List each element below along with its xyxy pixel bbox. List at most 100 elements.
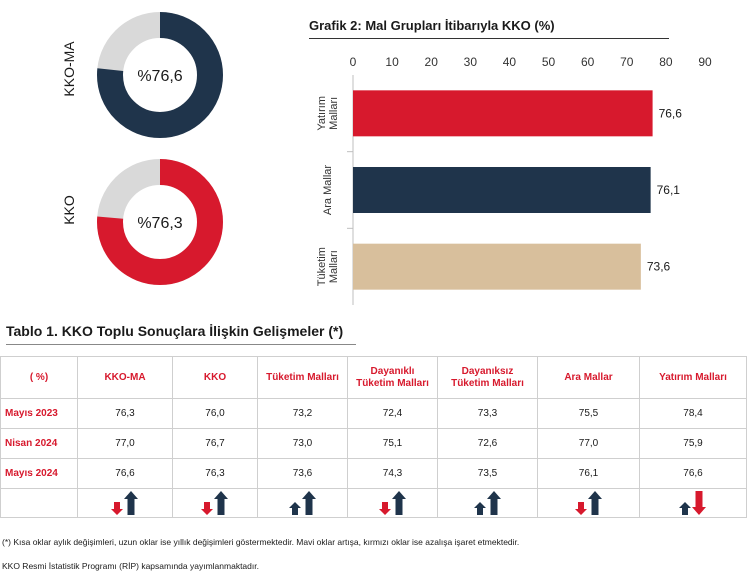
header-yatirim-mallari: Yatırım Malları (639, 356, 747, 399)
category-label-line: Ara Mallar (322, 165, 334, 215)
footnote-arrows: (*) Kısa oklar aylık değişimleri, uzun o… (2, 537, 520, 547)
category-label-line: Tüketim (316, 247, 328, 286)
donut-kko-ma: KKO-MA %76,6 (61, 12, 223, 138)
row-label: Mayıs 2023 (0, 398, 78, 429)
table-cell: 73,3 (437, 398, 538, 429)
row-label: Mayıs 2024 (0, 458, 78, 489)
table-cell: 76,6 (77, 458, 173, 489)
donut-kko: KKO %76,3 (61, 159, 223, 285)
monthly-arrow-down-icon (574, 502, 587, 515)
category-label: Yatırım Malları (316, 96, 340, 131)
x-tick-label: 30 (464, 55, 478, 69)
change-arrows (77, 488, 173, 518)
table-cell: 73,0 (257, 428, 348, 459)
x-tick-label: 50 (542, 55, 556, 69)
yearly-arrow-up-icon (301, 491, 316, 515)
table-cell: 73,5 (437, 458, 538, 489)
bar-value-label: 76,1 (657, 183, 681, 197)
table-cell: 76,3 (77, 398, 173, 429)
table-title-rule (6, 344, 356, 345)
row-label: Nisan 2024 (0, 428, 78, 459)
donut-center-kko-ma: %76,6 (137, 68, 182, 85)
monthly-arrow-down-icon (111, 502, 123, 515)
table-cell: 76,0 (172, 398, 258, 429)
table-cell: 78,4 (639, 398, 747, 429)
donut-arc-kko (97, 159, 223, 285)
table-cell: 77,0 (77, 428, 173, 459)
header-dayaniksiz-tuketim-mallari: Dayanıksız Tüketim Malları (437, 356, 538, 399)
bar (353, 243, 641, 290)
table-cell: 73,2 (257, 398, 348, 429)
header-tuketim-mallari: Tüketim Malları (257, 356, 348, 399)
table-row: Mayıs 2023 76,3 76,0 73,2 72,4 73,3 75,5… (0, 398, 747, 429)
x-tick-label: 90 (698, 55, 712, 69)
bar-chart-title-rule (309, 38, 669, 39)
header-dayanikli-tuketim-mallari: Dayanıklı Tüketim Malları (347, 356, 438, 399)
table-row: Nisan 2024 77,0 76,7 73,0 75,1 72,6 77,0… (0, 428, 747, 459)
header-kko: KKO (172, 356, 258, 399)
x-tick-label: 40 (503, 55, 517, 69)
table-cell: 76,7 (172, 428, 258, 459)
header-kko-ma: KKO-MA (77, 356, 173, 399)
donut-charts: KKO-MA %76,6 KKO %76,3 (61, 12, 223, 285)
table-cell: 72,6 (437, 428, 538, 459)
x-tick-label: 10 (385, 55, 399, 69)
results-table: ( %) KKO-MA KKO Tüketim Malları Dayanıkl… (0, 356, 747, 518)
footnote-program: KKO Resmi İstatistik Programı (RİP) kaps… (2, 561, 259, 571)
x-tick-label: 20 (425, 55, 439, 69)
table-title: Tablo 1. KKO Toplu Sonuçlara İlişkin Gel… (6, 323, 344, 339)
table-row: Mayıs 2024 76,6 76,3 73,6 74,3 73,5 76,1… (0, 458, 747, 489)
table-cell: 76,6 (639, 458, 747, 489)
monthly-arrow-down-icon (378, 502, 391, 515)
category-label-line: Malları (328, 250, 340, 283)
change-arrows (437, 488, 538, 518)
category-label: Ara Mallar (322, 165, 334, 215)
category-label-line: Yatırım (316, 96, 328, 131)
yearly-arrow-up-icon (214, 491, 228, 515)
yearly-arrow-up-icon (486, 491, 501, 515)
category-label: Tüketim Malları (316, 247, 340, 286)
table-cell: 72,4 (347, 398, 438, 429)
table-cell: 75,9 (639, 428, 747, 459)
arrow-row-label (0, 488, 78, 518)
table-cell: 75,1 (347, 428, 438, 459)
yearly-arrow-down-icon (692, 491, 706, 515)
bar (353, 167, 651, 213)
change-arrows (172, 488, 258, 518)
change-arrows (347, 488, 438, 518)
x-tick-label: 60 (581, 55, 595, 69)
monthly-arrow-up-icon (679, 502, 691, 515)
donut-arc-kko-ma (97, 12, 223, 138)
header-unit: ( %) (0, 356, 78, 399)
yearly-arrow-up-icon (391, 491, 406, 515)
change-arrows (639, 488, 747, 518)
x-tick-label: 0 (350, 55, 357, 69)
table-cell: 74,3 (347, 458, 438, 489)
donut-label-kko-ma: KKO-MA (61, 41, 77, 97)
yearly-arrow-up-icon (587, 491, 602, 515)
table-header-row: ( %) KKO-MA KKO Tüketim Malları Dayanıkl… (0, 356, 747, 399)
change-arrows (537, 488, 640, 518)
bar (353, 90, 653, 137)
x-tick-label: 70 (620, 55, 634, 69)
monthly-arrow-down-icon (201, 502, 213, 515)
table-cell: 73,6 (257, 458, 348, 489)
table-cell: 76,1 (537, 458, 640, 489)
monthly-arrow-up-icon (473, 502, 486, 515)
monthly-arrow-up-icon (288, 502, 301, 515)
category-label-line: Malları (328, 97, 340, 130)
change-arrows (257, 488, 348, 518)
header-ara-mallar: Ara Mallar (537, 356, 640, 399)
x-tick-label: 80 (659, 55, 673, 69)
arrow-row (0, 488, 747, 518)
yearly-arrow-up-icon (124, 491, 138, 515)
bar-value-label: 76,6 (659, 106, 683, 120)
table-cell: 76,3 (172, 458, 258, 489)
bar-chart-title: Grafik 2: Mal Grupları İtibarıyla KKO (%… (309, 18, 555, 33)
donut-center-kko: %76,3 (137, 215, 182, 232)
table-cell: 75,5 (537, 398, 640, 429)
table-cell: 77,0 (537, 428, 640, 459)
donut-label-kko: KKO (61, 195, 77, 225)
bar-value-label: 73,6 (647, 260, 671, 274)
